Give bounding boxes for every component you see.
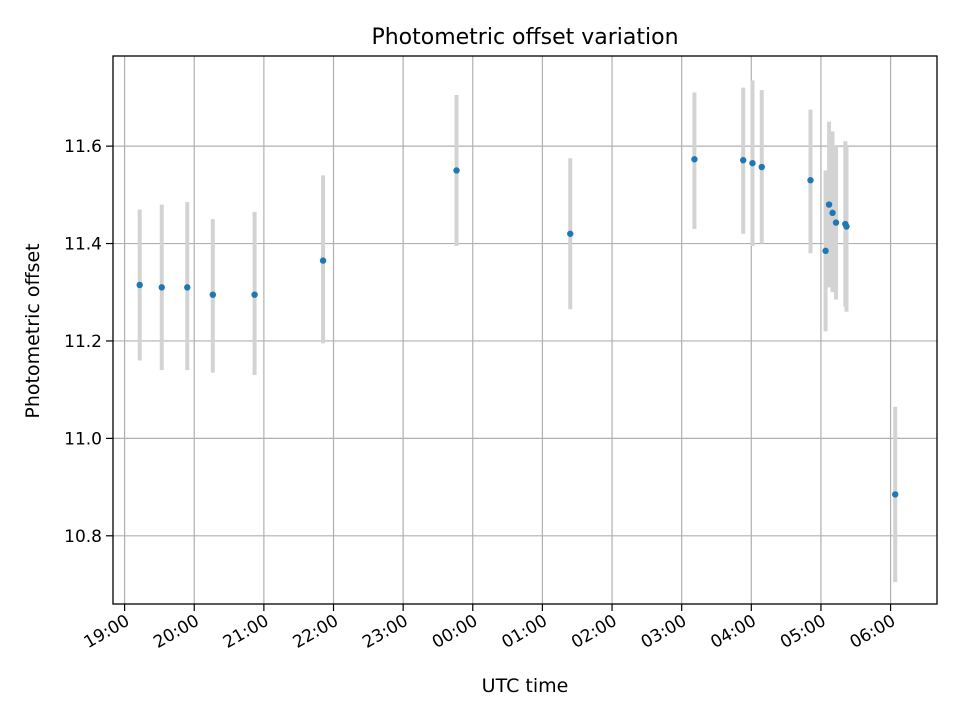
data-point [749, 159, 756, 167]
data-point [822, 247, 829, 255]
chart-title: Photometric offset variation [371, 25, 678, 50]
y-tick-label: 11.0 [64, 429, 102, 449]
x-tick-label: 02:00 [568, 611, 620, 653]
y-tick-label: 11.4 [64, 235, 102, 255]
x-tick-label: 06:00 [847, 611, 899, 653]
x-tick-label: 23:00 [359, 611, 411, 653]
error-bars [137, 80, 898, 583]
data-point [319, 257, 327, 264]
data-point [758, 163, 765, 171]
data-point [825, 201, 833, 208]
data-point [209, 291, 217, 298]
grid [113, 56, 937, 604]
x-tick-label: 19:00 [81, 611, 133, 653]
data-points [136, 156, 899, 498]
x-tick-label: 03:00 [638, 611, 690, 653]
data-point [807, 177, 814, 184]
y-tick-label: 11.2 [64, 332, 102, 352]
y-axis-label: Photometric offset [22, 243, 44, 418]
x-tick-label: 04:00 [707, 611, 759, 653]
plot-frame [112, 55, 938, 605]
x-tick-label: 22:00 [290, 611, 342, 653]
data-point [892, 491, 899, 498]
x-axis-label: UTC time [482, 675, 569, 697]
data-point [829, 209, 836, 217]
y-tick-label: 11.6 [64, 137, 102, 157]
data-point [158, 284, 165, 291]
y-tick-label: 10.8 [64, 527, 102, 547]
data-point [691, 156, 698, 163]
x-tick-label: 05:00 [777, 611, 829, 653]
data-point [832, 219, 840, 226]
data-point [739, 157, 747, 164]
x-tick-label: 20:00 [150, 611, 202, 653]
data-point [567, 230, 574, 237]
data-point [184, 284, 191, 291]
data-point [136, 281, 143, 289]
x-axis-ticks: 19:00 20:00 21:00 22:00 23:00 00:00 01:00 02:00… [81, 604, 899, 653]
data-point [843, 223, 850, 230]
x-tick-label: 01:00 [498, 611, 550, 653]
y-axis-ticks: 10.8 11.0 11.2 11.4 11.6 [64, 137, 113, 547]
x-tick-label: 00:00 [429, 611, 481, 653]
data-point [251, 291, 258, 298]
x-tick-label: 21:00 [220, 611, 272, 653]
data-point [453, 167, 460, 174]
